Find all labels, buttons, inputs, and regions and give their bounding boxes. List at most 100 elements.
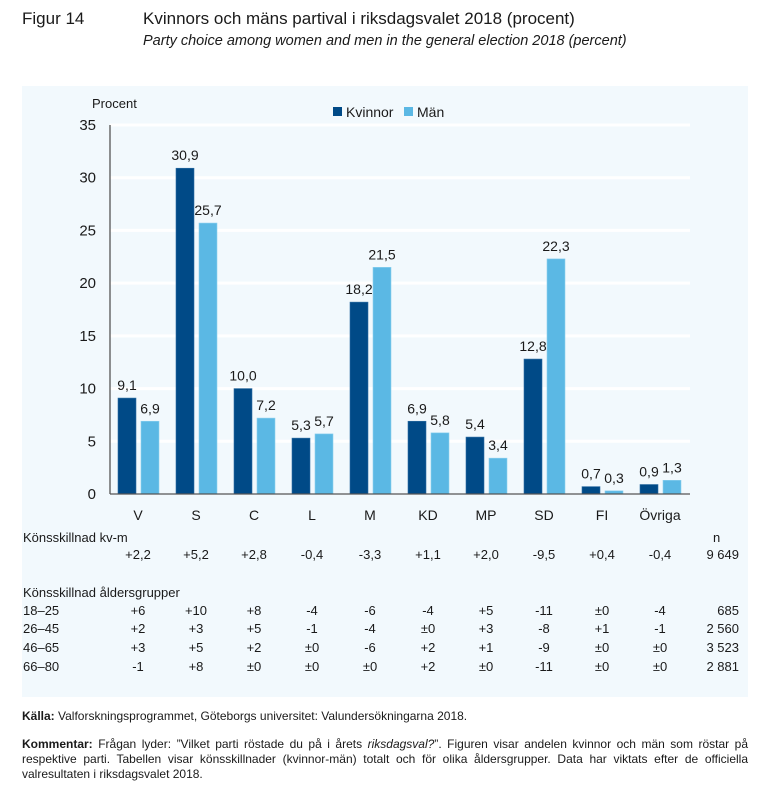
bar-man-s xyxy=(198,222,218,495)
age-diff-cell: +3 xyxy=(478,621,494,636)
age-diff-cell: ±0 xyxy=(594,640,610,655)
bars xyxy=(117,167,682,495)
bar-value-label: 22,3 xyxy=(542,238,569,254)
legend-label-man: Män xyxy=(417,104,444,120)
bar-kvinnor-c xyxy=(233,388,253,495)
bar-value-label: 12,8 xyxy=(519,338,546,354)
bar-value-label: 3,4 xyxy=(488,437,508,453)
bar-value-label: 9,1 xyxy=(117,377,137,393)
bar-kvinnor-sd xyxy=(523,358,543,495)
gridlines xyxy=(110,123,690,443)
bar-man-kd xyxy=(430,432,450,495)
age-group-label: 66–80 xyxy=(23,659,60,674)
age-diff-cell: +8 xyxy=(188,659,204,674)
age-diff-cell: +3 xyxy=(130,640,146,655)
age-diff-cell: ±0 xyxy=(594,659,610,674)
age-diff-cell: ±0 xyxy=(246,659,262,674)
age-diff-cell: -6 xyxy=(364,603,376,618)
n-header: n xyxy=(713,530,721,545)
x-tick-label: KD xyxy=(418,507,437,523)
bar-value-label: 0,3 xyxy=(604,470,624,486)
x-tick-label: S xyxy=(191,507,200,523)
x-tick-label: M xyxy=(364,507,376,523)
comment-text-italic: riksdagsval? xyxy=(367,737,435,751)
source-text: Valforskningsprogrammet, Göteborgs unive… xyxy=(54,709,468,723)
total-diff-cell: +1,1 xyxy=(415,547,441,562)
bar-man-m xyxy=(372,267,392,495)
y-tick-label: 5 xyxy=(88,433,96,450)
bar-chart: 9,16,930,925,710,07,25,3 5,718,221,56,95,… xyxy=(79,96,690,523)
x-tick-labels: V S C L M KD MP SD FI Övriga xyxy=(133,506,681,523)
bar-man-l xyxy=(314,433,334,495)
age-n-cell: 685 xyxy=(717,603,739,618)
source-label: Källa: xyxy=(22,709,55,723)
age-diff-header: Könsskillnad åldersgrupper xyxy=(23,585,180,600)
bar-kvinnor-mp xyxy=(465,436,485,495)
y-tick-label: 0 xyxy=(88,486,96,503)
total-diff-cell: +5,2 xyxy=(183,547,209,562)
age-group-label: 26–45 xyxy=(23,621,60,636)
bar-kvinnor-l xyxy=(291,437,311,495)
age-diff-cell: -11 xyxy=(535,603,553,618)
comment-label: Kommentar: xyxy=(22,737,93,751)
figure-label: Figur 14 xyxy=(22,9,85,28)
y-tick-label: 10 xyxy=(79,381,96,398)
age-diff-cell: -4 xyxy=(422,603,434,618)
age-diff-cell: +6 xyxy=(130,603,146,618)
y-tick-label: 30 xyxy=(79,170,96,187)
bar-kvinnor-s xyxy=(175,167,195,495)
age-diff-cell: ±0 xyxy=(304,659,320,674)
bar-man-v xyxy=(140,420,160,495)
comment-note: Kommentar: Frågan lyder: ”Vilket parti r… xyxy=(22,737,748,782)
bar-value-label: 6,9 xyxy=(140,400,160,416)
x-tick-label: V xyxy=(133,507,143,523)
bar-kvinnor-m xyxy=(349,301,369,495)
age-diff-cell: ±0 xyxy=(420,621,436,636)
total-diff-cell: -0,4 xyxy=(648,547,672,562)
age-diff-cell: -1 xyxy=(654,621,666,636)
x-tick-label: C xyxy=(249,507,259,523)
x-tick-label: L xyxy=(308,507,316,523)
bar-man-sd xyxy=(546,258,566,495)
age-diff-cell: ±0 xyxy=(304,640,320,655)
age-diff-cell: +5 xyxy=(478,603,494,618)
age-diff-cell: -4 xyxy=(364,621,376,636)
bar-value-label: 0,7 xyxy=(581,466,601,482)
bar-value-label: 25,7 xyxy=(194,202,221,218)
age-diff-cell: ±0 xyxy=(362,659,378,674)
x-tick-label: SD xyxy=(534,507,553,523)
bar-value-label: 5,8 xyxy=(430,412,450,428)
age-diff-cell: +2 xyxy=(420,640,436,655)
age-diff-cell: -6 xyxy=(364,640,376,655)
bar-value-label: 1,3 xyxy=(662,459,682,475)
age-diff-cell: +5 xyxy=(188,640,204,655)
bar-man-mp xyxy=(488,457,508,495)
total-diff-cell: +2,0 xyxy=(473,547,499,562)
comment-text-post: ”. Figuren visar andelen kvinnor och män… xyxy=(22,737,748,781)
total-diff-cell: -0,4 xyxy=(300,547,324,562)
total-diff-cell: -3,3 xyxy=(358,547,382,562)
age-diff-cell: ±0 xyxy=(652,659,668,674)
legend-swatch-man xyxy=(404,107,413,116)
age-diff-cell: -4 xyxy=(654,603,666,618)
total-n-cell: 9 649 xyxy=(706,547,739,562)
bar-man-c xyxy=(256,417,276,495)
age-diff-cell: -1 xyxy=(306,621,318,636)
total-diff-header: Könsskillnad kv-m xyxy=(23,530,128,545)
comment-text-pre: Frågan lyder: ”Vilket parti röstade du p… xyxy=(92,737,368,751)
y-tick-label: 25 xyxy=(79,222,96,239)
total-diff-cell: +2,8 xyxy=(241,547,267,562)
age-diff-cell: -1 xyxy=(132,659,144,674)
age-diff-cell: +8 xyxy=(246,603,262,618)
bar-kvinnor-fi xyxy=(581,486,601,495)
age-diff-cell: -9 xyxy=(538,640,550,655)
age-diff-cell: ±0 xyxy=(652,640,668,655)
y-tick-label: 35 xyxy=(79,117,96,134)
age-diff-cell: +2 xyxy=(246,640,262,655)
bar-value-label: 5,4 xyxy=(465,416,485,432)
bar-value-label: 5,3 xyxy=(291,417,311,433)
age-diff-cell: ±0 xyxy=(594,603,610,618)
y-tick-label: 20 xyxy=(79,275,96,292)
bar-value-label: 21,5 xyxy=(368,246,395,262)
bar-value-label: 0,9 xyxy=(639,464,659,480)
